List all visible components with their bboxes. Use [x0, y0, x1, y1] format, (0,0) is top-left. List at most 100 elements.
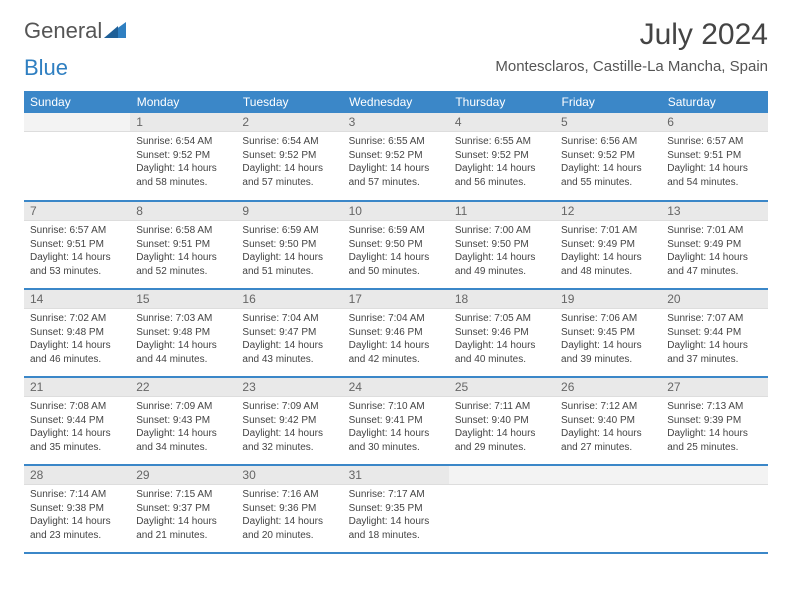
- daylight-line: Daylight: 14 hours and 18 minutes.: [349, 515, 443, 542]
- day-number: 28: [24, 466, 130, 485]
- location-label: Montesclaros, Castille-La Mancha, Spain: [495, 58, 768, 75]
- sunrise-line: Sunrise: 7:17 AM: [349, 488, 443, 502]
- sunrise-line: Sunrise: 7:08 AM: [30, 400, 124, 414]
- day-details: Sunrise: 7:01 AMSunset: 9:49 PMDaylight:…: [661, 221, 767, 282]
- daylight-line: Daylight: 14 hours and 27 minutes.: [561, 427, 655, 454]
- daylight-line: Daylight: 14 hours and 32 minutes.: [242, 427, 336, 454]
- day-details: Sunrise: 7:14 AMSunset: 9:38 PMDaylight:…: [24, 485, 130, 546]
- calendar-day-cell: 8Sunrise: 6:58 AMSunset: 9:51 PMDaylight…: [130, 201, 236, 289]
- calendar-day-cell: 21Sunrise: 7:08 AMSunset: 9:44 PMDayligh…: [24, 377, 130, 465]
- day-number: 9: [236, 202, 342, 221]
- day-number: [24, 113, 130, 132]
- sunset-line: Sunset: 9:48 PM: [136, 326, 230, 340]
- day-number: 14: [24, 290, 130, 309]
- calendar-day-cell: 10Sunrise: 6:59 AMSunset: 9:50 PMDayligh…: [343, 201, 449, 289]
- day-details: Sunrise: 6:54 AMSunset: 9:52 PMDaylight:…: [236, 132, 342, 193]
- sunrise-line: Sunrise: 7:03 AM: [136, 312, 230, 326]
- daylight-line: Daylight: 14 hours and 49 minutes.: [455, 251, 549, 278]
- day-details: Sunrise: 7:02 AMSunset: 9:48 PMDaylight:…: [24, 309, 130, 370]
- day-number: 8: [130, 202, 236, 221]
- calendar-day-cell: [449, 465, 555, 553]
- sunset-line: Sunset: 9:40 PM: [561, 414, 655, 428]
- calendar-day-cell: 25Sunrise: 7:11 AMSunset: 9:40 PMDayligh…: [449, 377, 555, 465]
- daylight-line: Daylight: 14 hours and 37 minutes.: [667, 339, 761, 366]
- calendar-day-cell: 20Sunrise: 7:07 AMSunset: 9:44 PMDayligh…: [661, 289, 767, 377]
- daylight-line: Daylight: 14 hours and 53 minutes.: [30, 251, 124, 278]
- sunrise-line: Sunrise: 6:56 AM: [561, 135, 655, 149]
- sunset-line: Sunset: 9:47 PM: [242, 326, 336, 340]
- daylight-line: Daylight: 14 hours and 42 minutes.: [349, 339, 443, 366]
- daylight-line: Daylight: 14 hours and 57 minutes.: [349, 162, 443, 189]
- day-number: 17: [343, 290, 449, 309]
- daylight-line: Daylight: 14 hours and 48 minutes.: [561, 251, 655, 278]
- calendar-day-cell: 13Sunrise: 7:01 AMSunset: 9:49 PMDayligh…: [661, 201, 767, 289]
- daylight-line: Daylight: 14 hours and 40 minutes.: [455, 339, 549, 366]
- calendar-day-cell: [661, 465, 767, 553]
- sunset-line: Sunset: 9:52 PM: [455, 149, 549, 163]
- day-details: Sunrise: 7:09 AMSunset: 9:42 PMDaylight:…: [236, 397, 342, 458]
- calendar-day-cell: 19Sunrise: 7:06 AMSunset: 9:45 PMDayligh…: [555, 289, 661, 377]
- weekday-header: Saturday: [661, 91, 767, 113]
- day-number: 2: [236, 113, 342, 132]
- sunset-line: Sunset: 9:50 PM: [455, 238, 549, 252]
- weekday-header-row: SundayMondayTuesdayWednesdayThursdayFrid…: [24, 91, 768, 113]
- daylight-line: Daylight: 14 hours and 51 minutes.: [242, 251, 336, 278]
- sunset-line: Sunset: 9:38 PM: [30, 502, 124, 516]
- daylight-line: Daylight: 14 hours and 57 minutes.: [242, 162, 336, 189]
- calendar-body: 1Sunrise: 6:54 AMSunset: 9:52 PMDaylight…: [24, 113, 768, 553]
- day-details: Sunrise: 7:11 AMSunset: 9:40 PMDaylight:…: [449, 397, 555, 458]
- day-details: Sunrise: 7:04 AMSunset: 9:46 PMDaylight:…: [343, 309, 449, 370]
- day-number: 24: [343, 378, 449, 397]
- daylight-line: Daylight: 14 hours and 47 minutes.: [667, 251, 761, 278]
- daylight-line: Daylight: 14 hours and 46 minutes.: [30, 339, 124, 366]
- day-number: 6: [661, 113, 767, 132]
- sunset-line: Sunset: 9:46 PM: [349, 326, 443, 340]
- daylight-line: Daylight: 14 hours and 54 minutes.: [667, 162, 761, 189]
- calendar-day-cell: 24Sunrise: 7:10 AMSunset: 9:41 PMDayligh…: [343, 377, 449, 465]
- calendar-week-row: 21Sunrise: 7:08 AMSunset: 9:44 PMDayligh…: [24, 377, 768, 465]
- day-details: Sunrise: 7:05 AMSunset: 9:46 PMDaylight:…: [449, 309, 555, 370]
- calendar-day-cell: 29Sunrise: 7:15 AMSunset: 9:37 PMDayligh…: [130, 465, 236, 553]
- day-details: Sunrise: 7:08 AMSunset: 9:44 PMDaylight:…: [24, 397, 130, 458]
- daylight-line: Daylight: 14 hours and 50 minutes.: [349, 251, 443, 278]
- day-number: 3: [343, 113, 449, 132]
- calendar-day-cell: 26Sunrise: 7:12 AMSunset: 9:40 PMDayligh…: [555, 377, 661, 465]
- calendar-week-row: 1Sunrise: 6:54 AMSunset: 9:52 PMDaylight…: [24, 113, 768, 201]
- day-details: Sunrise: 7:12 AMSunset: 9:40 PMDaylight:…: [555, 397, 661, 458]
- sunrise-line: Sunrise: 6:58 AM: [136, 224, 230, 238]
- day-details: Sunrise: 6:55 AMSunset: 9:52 PMDaylight:…: [343, 132, 449, 193]
- sunrise-line: Sunrise: 7:04 AM: [242, 312, 336, 326]
- day-number: [449, 466, 555, 485]
- sunset-line: Sunset: 9:51 PM: [30, 238, 124, 252]
- calendar-day-cell: 22Sunrise: 7:09 AMSunset: 9:43 PMDayligh…: [130, 377, 236, 465]
- sunset-line: Sunset: 9:44 PM: [30, 414, 124, 428]
- calendar-week-row: 14Sunrise: 7:02 AMSunset: 9:48 PMDayligh…: [24, 289, 768, 377]
- sunset-line: Sunset: 9:52 PM: [242, 149, 336, 163]
- day-details: Sunrise: 6:58 AMSunset: 9:51 PMDaylight:…: [130, 221, 236, 282]
- sunset-line: Sunset: 9:50 PM: [349, 238, 443, 252]
- weekday-header: Monday: [130, 91, 236, 113]
- sunrise-line: Sunrise: 7:13 AM: [667, 400, 761, 414]
- day-details: Sunrise: 7:00 AMSunset: 9:50 PMDaylight:…: [449, 221, 555, 282]
- daylight-line: Daylight: 14 hours and 30 minutes.: [349, 427, 443, 454]
- sunrise-line: Sunrise: 7:14 AM: [30, 488, 124, 502]
- sunset-line: Sunset: 9:42 PM: [242, 414, 336, 428]
- brand-triangle-icon: [104, 18, 126, 44]
- day-number: 27: [661, 378, 767, 397]
- sunrise-line: Sunrise: 7:02 AM: [30, 312, 124, 326]
- day-number: 5: [555, 113, 661, 132]
- sunrise-line: Sunrise: 6:55 AM: [349, 135, 443, 149]
- day-number: 23: [236, 378, 342, 397]
- calendar-day-cell: 31Sunrise: 7:17 AMSunset: 9:35 PMDayligh…: [343, 465, 449, 553]
- calendar-day-cell: 2Sunrise: 6:54 AMSunset: 9:52 PMDaylight…: [236, 113, 342, 201]
- sunrise-line: Sunrise: 7:01 AM: [561, 224, 655, 238]
- daylight-line: Daylight: 14 hours and 56 minutes.: [455, 162, 549, 189]
- day-number: 20: [661, 290, 767, 309]
- day-details: Sunrise: 7:04 AMSunset: 9:47 PMDaylight:…: [236, 309, 342, 370]
- day-number: 10: [343, 202, 449, 221]
- sunrise-line: Sunrise: 6:55 AM: [455, 135, 549, 149]
- day-details: Sunrise: 6:56 AMSunset: 9:52 PMDaylight:…: [555, 132, 661, 193]
- day-number: 30: [236, 466, 342, 485]
- sunset-line: Sunset: 9:40 PM: [455, 414, 549, 428]
- calendar-day-cell: 7Sunrise: 6:57 AMSunset: 9:51 PMDaylight…: [24, 201, 130, 289]
